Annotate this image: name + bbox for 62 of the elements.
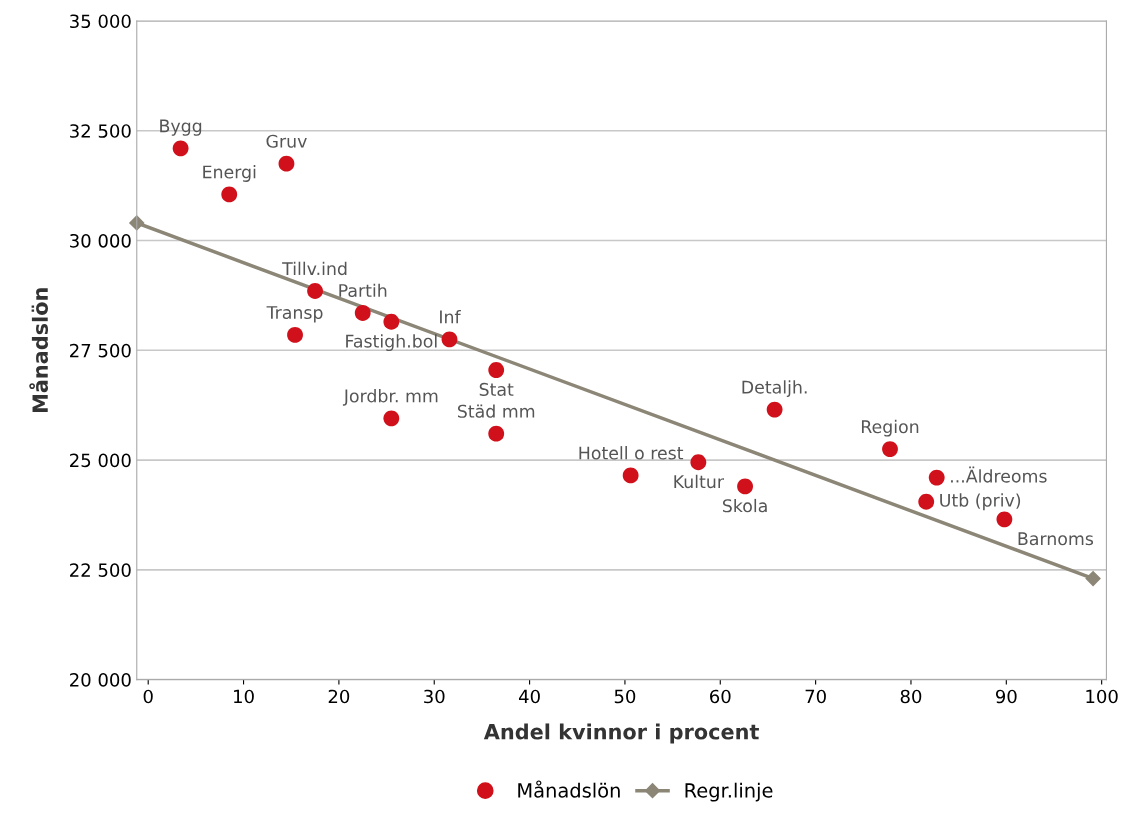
y-tick-label: 20 000	[70, 673, 131, 687]
x-tick-label: 90	[995, 689, 1017, 704]
annotation: Jordbr. mm	[342, 389, 438, 406]
y-axis-title: Månadslön	[29, 288, 49, 413]
annotation: Bygg	[160, 119, 202, 136]
y-tick-label: 32 500	[70, 124, 131, 138]
annotation: Partih	[339, 283, 387, 298]
point	[383, 313, 400, 330]
annotation: Skola	[722, 498, 767, 513]
point	[928, 469, 945, 486]
point	[287, 327, 303, 343]
annotation: Gruv	[266, 134, 307, 148]
point	[690, 454, 707, 471]
y-tick-label: 25 000	[70, 453, 131, 468]
x-tick-label: 60	[710, 689, 731, 704]
annotation: Tillv.ind	[282, 261, 347, 276]
point	[622, 467, 639, 484]
point	[278, 155, 295, 172]
annotation: Energi	[203, 165, 256, 182]
x-tick-label: 30	[424, 689, 445, 704]
point	[221, 186, 238, 203]
y-tick-label: 27 500	[70, 343, 131, 358]
point	[129, 215, 145, 231]
annotation: Städ mm	[457, 404, 535, 418]
point	[1085, 571, 1101, 587]
annotation: Kultur	[674, 474, 724, 489]
legend-label: Månadslön	[518, 780, 620, 798]
point	[172, 140, 189, 157]
point	[354, 305, 371, 321]
x-axis-title: Andel kvinnor i procent	[483, 723, 759, 744]
point	[918, 493, 935, 510]
x-tick-label: 40	[518, 689, 540, 704]
annotation: Fastigh.bol	[346, 334, 437, 352]
y-tick-label: 22 500	[70, 563, 131, 577]
point	[441, 331, 458, 348]
point	[383, 410, 400, 427]
x-tick-label: 70	[805, 689, 826, 704]
annotation: Region	[861, 419, 919, 437]
annotation: Inf	[440, 310, 461, 324]
point	[996, 511, 1013, 528]
point	[882, 441, 898, 457]
y-tick-label: 35 000	[70, 14, 131, 29]
point	[488, 362, 505, 378]
annotation: ...Äldreoms	[951, 466, 1047, 483]
annotation: Utb (priv)	[940, 493, 1021, 511]
x-tick-label: 20	[328, 689, 350, 704]
x-tick-label: 0	[143, 689, 153, 704]
point	[737, 478, 753, 495]
annotation: Detaljh.	[742, 380, 807, 398]
point	[766, 401, 783, 418]
x-tick-label: 50	[614, 689, 636, 704]
point	[307, 283, 323, 299]
annotation: Stat	[479, 382, 514, 396]
y-tick-label: 30 000	[70, 233, 131, 248]
x-tick-label: 10	[234, 689, 254, 704]
annotation: Transp	[266, 306, 323, 323]
x-tick-label: 100	[1086, 689, 1118, 704]
legend-label: Regr.linje	[685, 782, 773, 802]
annotation: Hotell o rest	[579, 446, 684, 460]
annotation: Barnoms	[1018, 532, 1094, 546]
x-tick-label: 80	[900, 689, 922, 704]
point	[488, 425, 505, 442]
